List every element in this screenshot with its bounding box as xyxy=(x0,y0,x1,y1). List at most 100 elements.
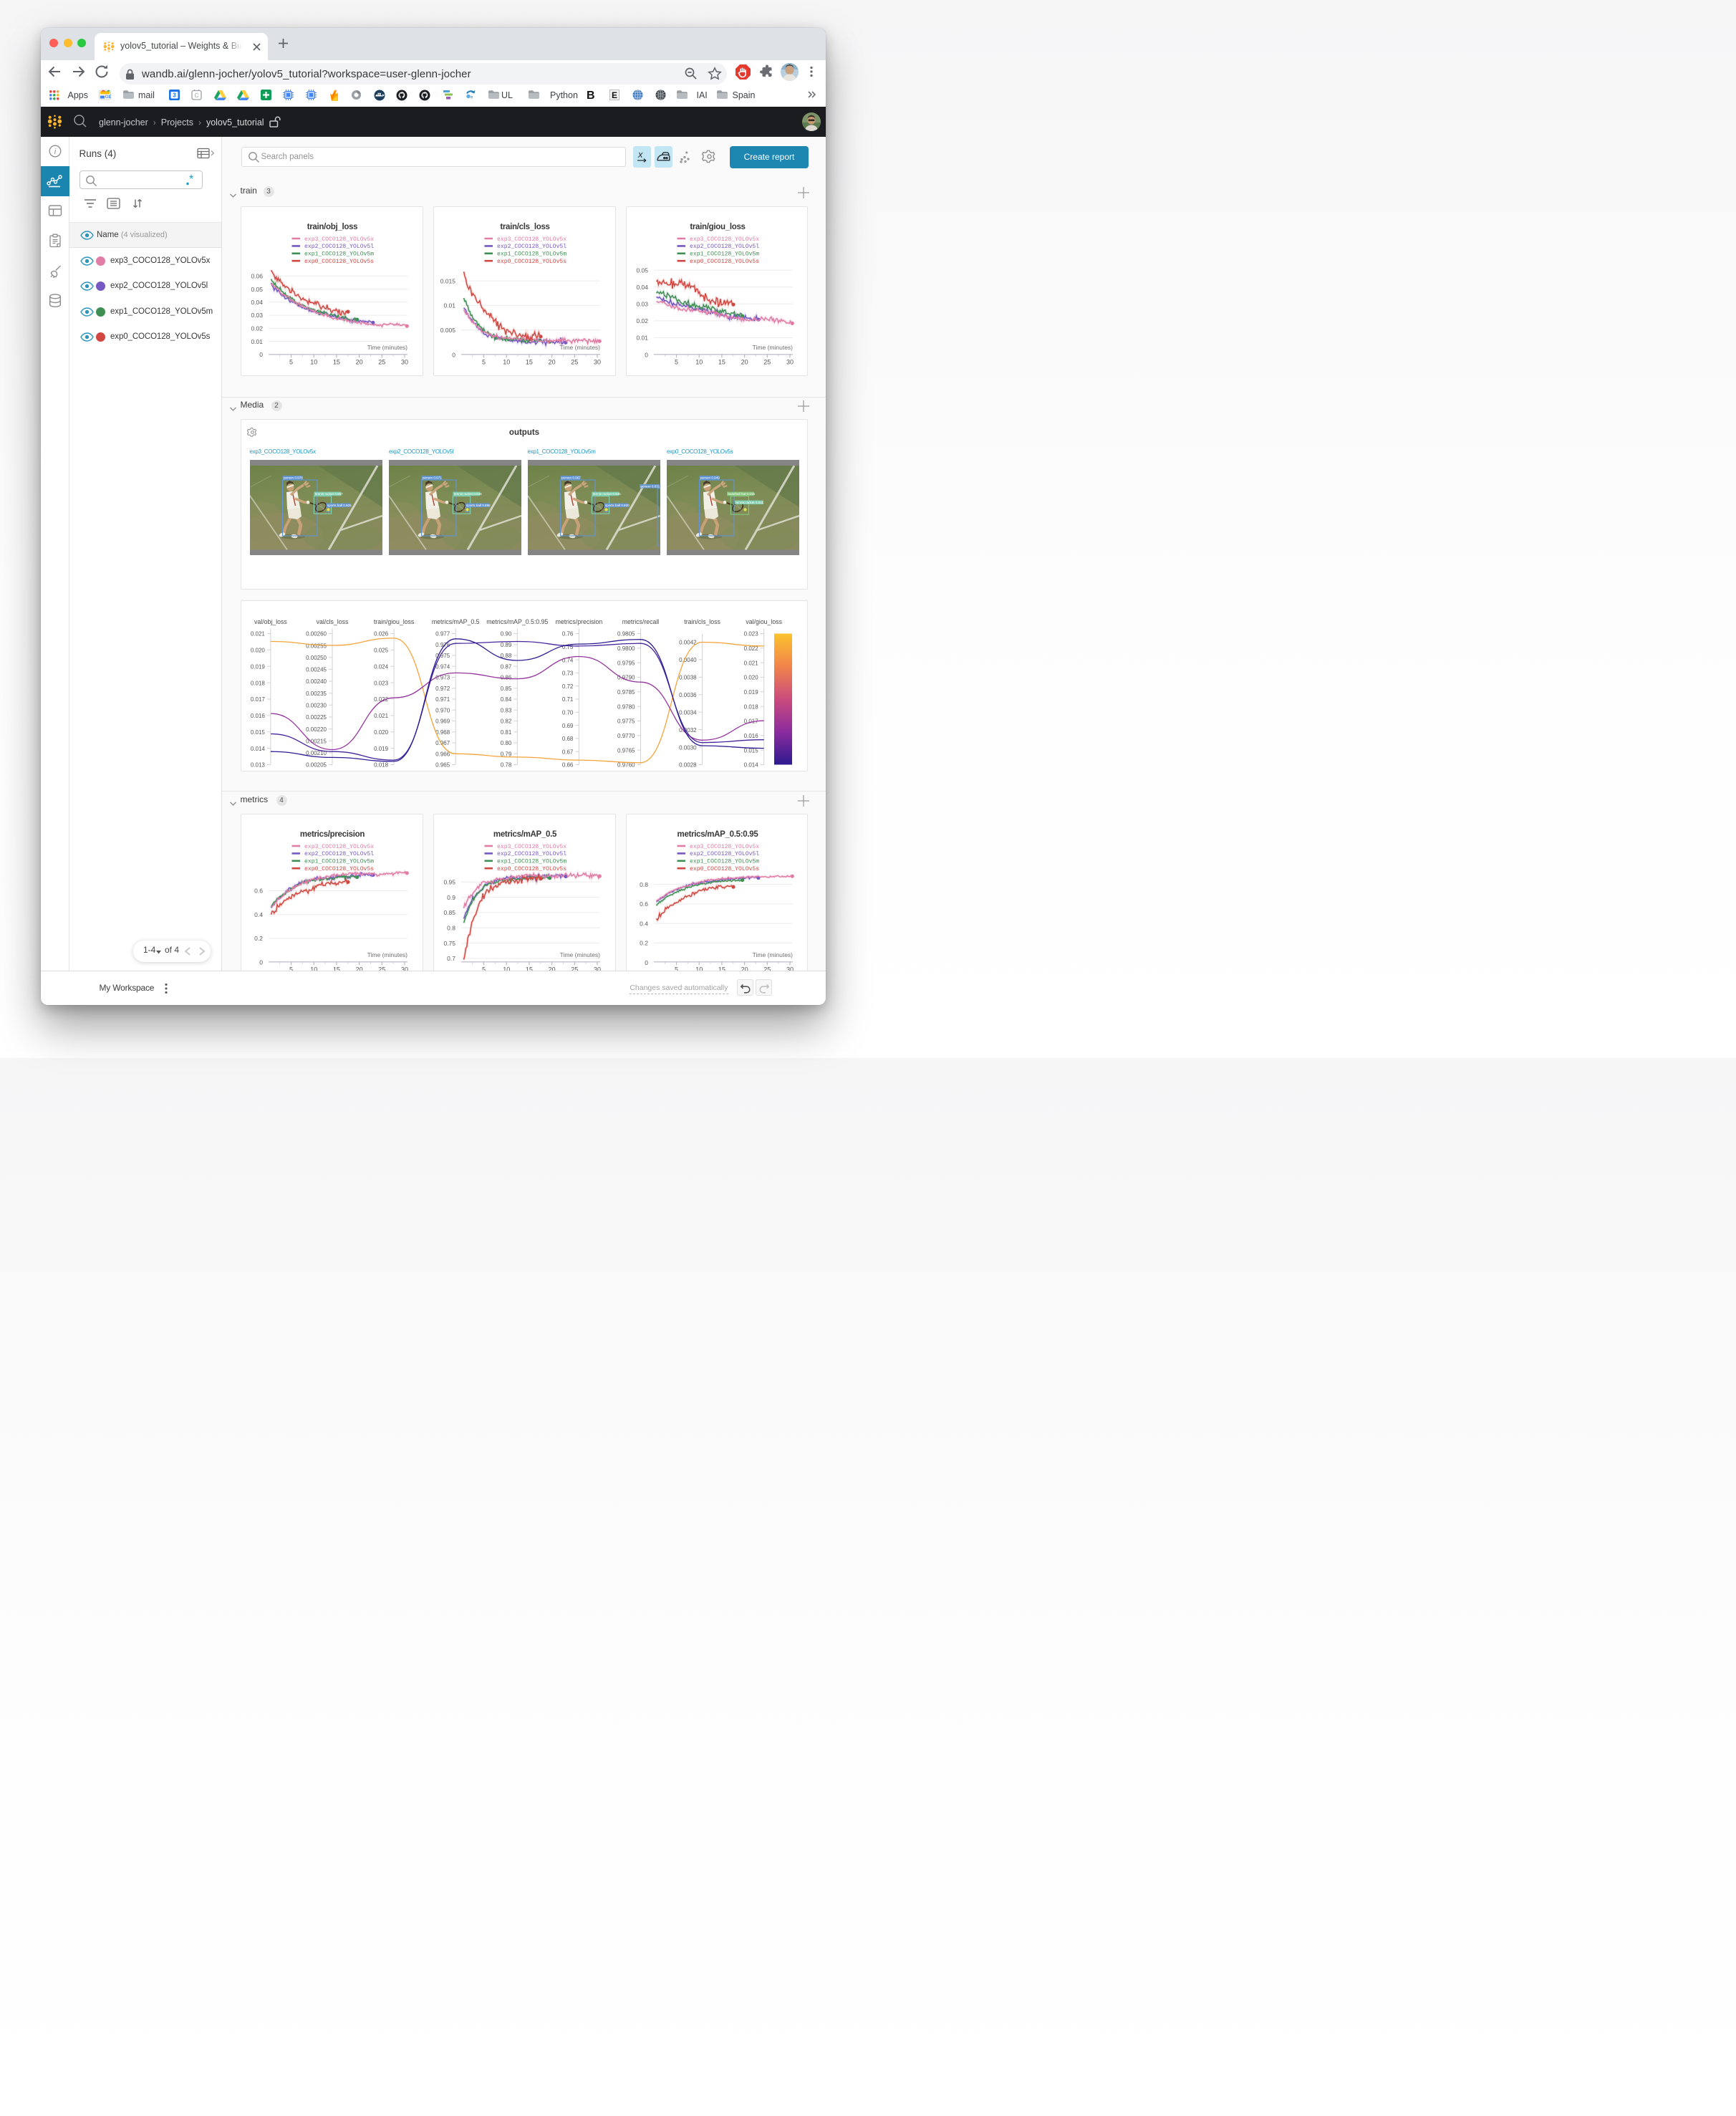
svg-text:0.019: 0.019 xyxy=(374,746,389,752)
svg-text:Time (minutes): Time (minutes) xyxy=(560,951,601,958)
svg-text:0.01: 0.01 xyxy=(251,337,263,345)
svg-text:10: 10 xyxy=(310,966,317,971)
svg-text:0.965: 0.965 xyxy=(435,762,450,769)
svg-text:0.016: 0.016 xyxy=(744,733,759,739)
svg-text:0: 0 xyxy=(259,958,263,966)
svg-text:Time (minutes): Time (minutes) xyxy=(560,344,601,351)
svg-text:val/giou_loss: val/giou_loss xyxy=(746,618,782,625)
svg-text:0.00225: 0.00225 xyxy=(306,714,327,721)
svg-text:0.969: 0.969 xyxy=(435,718,450,725)
svg-text:0.024: 0.024 xyxy=(374,664,389,670)
svg-text:person 0.949: person 0.949 xyxy=(700,476,720,479)
svg-text:Time (minutes): Time (minutes) xyxy=(752,951,793,958)
svg-text:person 0.031: person 0.031 xyxy=(640,484,660,488)
svg-text:0.9795: 0.9795 xyxy=(617,660,635,666)
svg-text:0.022: 0.022 xyxy=(374,696,389,703)
svg-text:0.4: 0.4 xyxy=(254,910,263,918)
svg-text:20: 20 xyxy=(741,966,748,971)
svg-text:0.03: 0.03 xyxy=(251,312,263,319)
svg-text:exp3_COCO128_YOLOv5x: exp3_COCO128_YOLOv5x xyxy=(497,236,566,242)
svg-text:0.75: 0.75 xyxy=(443,939,455,946)
svg-text:0.972: 0.972 xyxy=(435,686,450,692)
svg-text:0.023: 0.023 xyxy=(744,631,759,638)
svg-text:0.69: 0.69 xyxy=(562,723,574,729)
svg-text:30: 30 xyxy=(594,966,601,971)
svg-text:exp1_COCO128_YOLOv5m: exp1_COCO128_YOLOv5m xyxy=(304,858,374,865)
svg-text:0.78: 0.78 xyxy=(501,762,512,769)
svg-text:exp2_COCO128_YOLOv5l: exp2_COCO128_YOLOv5l xyxy=(690,244,759,250)
svg-text:0.0030: 0.0030 xyxy=(679,744,697,751)
svg-text:person 0.971: person 0.971 xyxy=(423,476,442,479)
svg-text:tennis racket 0.011: tennis racket 0.011 xyxy=(736,500,764,504)
svg-text:10: 10 xyxy=(503,966,510,971)
svg-text:0.68: 0.68 xyxy=(562,736,574,742)
svg-text:0: 0 xyxy=(645,958,648,966)
svg-text:0.6: 0.6 xyxy=(640,900,648,908)
svg-text:0.00220: 0.00220 xyxy=(306,726,327,733)
svg-text:0.89: 0.89 xyxy=(501,642,512,648)
svg-text:0.021: 0.021 xyxy=(374,713,389,719)
svg-text:5: 5 xyxy=(482,966,486,971)
svg-text:0.015: 0.015 xyxy=(744,747,759,754)
svg-text:0.968: 0.968 xyxy=(435,729,450,736)
svg-text:metrics/precision: metrics/precision xyxy=(300,830,365,839)
svg-text:0.80: 0.80 xyxy=(501,740,512,746)
svg-text:x: x xyxy=(637,150,643,160)
svg-text:person 0.976: person 0.976 xyxy=(284,476,303,479)
svg-text:metrics/precision: metrics/precision xyxy=(556,618,603,625)
svg-text:metrics/mAP_0.5:0.95: metrics/mAP_0.5:0.95 xyxy=(677,830,758,839)
svg-text:0.6: 0.6 xyxy=(254,887,263,894)
svg-text:*: * xyxy=(189,173,193,186)
svg-text:0.019: 0.019 xyxy=(744,689,759,696)
svg-text:0.013: 0.013 xyxy=(251,762,266,769)
svg-text:0.76: 0.76 xyxy=(562,631,574,638)
svg-text:5: 5 xyxy=(674,966,677,971)
svg-text:exp0_COCO128_YOLOv5s: exp0_COCO128_YOLOv5s xyxy=(497,866,566,872)
svg-text:0.72: 0.72 xyxy=(562,683,574,690)
svg-text:baseball bat 0.015: baseball bat 0.015 xyxy=(728,491,756,495)
svg-text:exp3_COCO128_YOLOv5x: exp3_COCO128_YOLOv5x xyxy=(690,843,759,850)
svg-text:25: 25 xyxy=(571,966,578,971)
svg-text:10: 10 xyxy=(695,358,703,365)
svg-text:0.020: 0.020 xyxy=(251,648,266,654)
svg-text:metrics/mAP_0.5: metrics/mAP_0.5 xyxy=(493,830,557,839)
svg-text:tennis racket 0.957: tennis racket 0.957 xyxy=(314,491,342,495)
svg-text:train/giou_loss: train/giou_loss xyxy=(690,223,745,231)
svg-text:0: 0 xyxy=(452,351,455,358)
svg-text:0.966: 0.966 xyxy=(435,751,450,757)
svg-text:0.0032: 0.0032 xyxy=(679,727,697,734)
svg-text:train/cls_loss: train/cls_loss xyxy=(684,618,720,625)
svg-text:0.0028: 0.0028 xyxy=(679,762,697,769)
svg-text:30: 30 xyxy=(786,966,793,971)
svg-text:0.74: 0.74 xyxy=(562,657,574,663)
svg-text:25: 25 xyxy=(378,358,385,365)
svg-text:0.73: 0.73 xyxy=(562,670,574,677)
svg-text:exp3_COCO128_YOLOv5x: exp3_COCO128_YOLOv5x xyxy=(304,843,374,850)
svg-text:25: 25 xyxy=(763,358,771,365)
svg-text:exp3_COCO128_YOLOv5x: exp3_COCO128_YOLOv5x xyxy=(497,843,566,850)
svg-text:exp1_COCO128_YOLOv5m: exp1_COCO128_YOLOv5m xyxy=(304,251,374,257)
svg-text:0.2: 0.2 xyxy=(640,939,648,946)
svg-text:0.9800: 0.9800 xyxy=(617,645,635,652)
svg-text:exp1_COCO128_YOLOv5m: exp1_COCO128_YOLOv5m xyxy=(690,858,759,865)
svg-text:train/giou_loss: train/giou_loss xyxy=(374,618,415,625)
svg-text:0.025: 0.025 xyxy=(374,648,389,654)
svg-text:0.87: 0.87 xyxy=(501,664,512,670)
svg-text:0.9790: 0.9790 xyxy=(617,675,635,681)
svg-text:0.022: 0.022 xyxy=(744,645,759,652)
svg-text:0.967: 0.967 xyxy=(435,740,450,746)
svg-text:0.977: 0.977 xyxy=(435,631,450,638)
svg-text:10: 10 xyxy=(695,966,703,971)
svg-text:0.79: 0.79 xyxy=(501,751,512,757)
svg-text:0: 0 xyxy=(259,351,263,358)
svg-text:GE: GE xyxy=(105,95,111,100)
svg-text:Time (minutes): Time (minutes) xyxy=(367,951,408,958)
svg-text:0.971: 0.971 xyxy=(435,696,450,703)
svg-text:15: 15 xyxy=(718,358,725,365)
svg-text:exp2_COCO128_YOLOv5l: exp2_COCO128_YOLOv5l xyxy=(304,244,374,250)
svg-text:10: 10 xyxy=(503,358,510,365)
svg-text:0.9765: 0.9765 xyxy=(617,747,635,754)
svg-text:exp0_COCO128_YOLOv5s: exp0_COCO128_YOLOv5s xyxy=(497,259,566,265)
svg-text:val/obj_loss: val/obj_loss xyxy=(254,618,287,625)
svg-text:5: 5 xyxy=(674,358,677,365)
